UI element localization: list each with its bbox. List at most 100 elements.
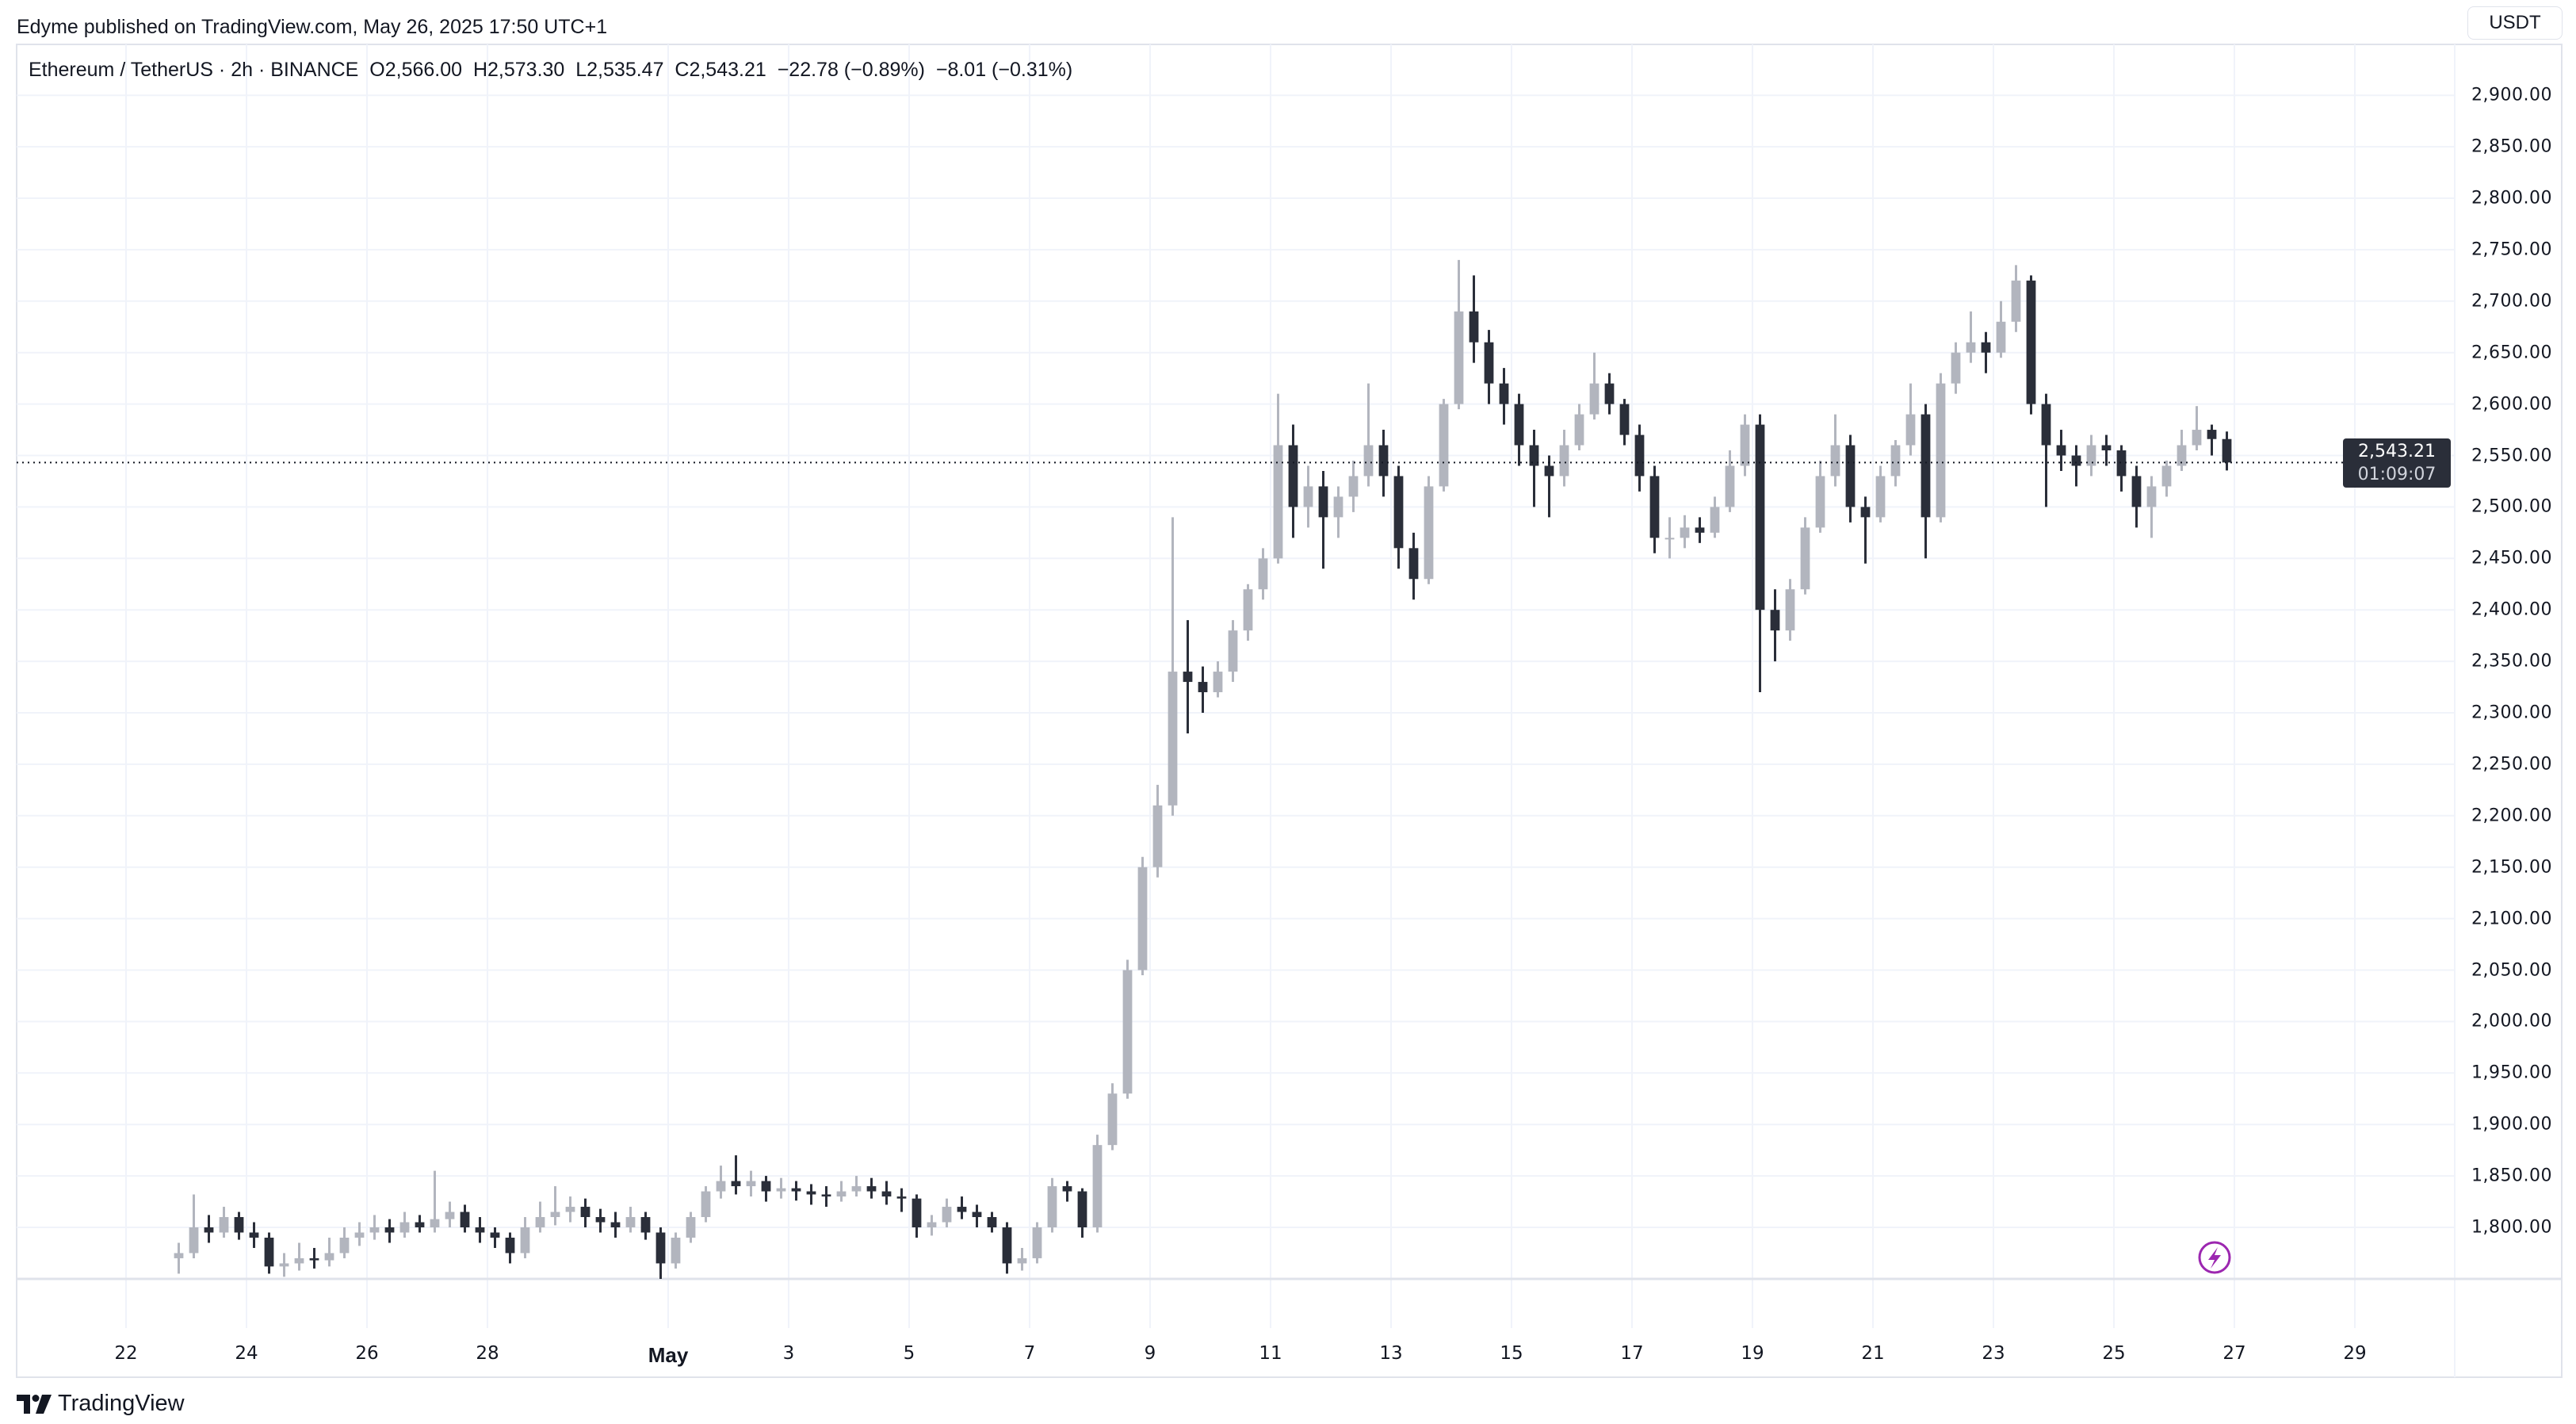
publish-info: Edyme published on TradingView.com, May …: [17, 16, 608, 38]
candle-up: [294, 1242, 304, 1271]
candle-down: [475, 1217, 485, 1243]
candle-body: [430, 1219, 440, 1227]
candle-body: [912, 1198, 922, 1227]
candle-body: [776, 1188, 786, 1192]
candle-down: [1981, 331, 1991, 373]
currency-button[interactable]: USDT: [2467, 6, 2563, 40]
candle-down: [2071, 445, 2081, 487]
candle-body: [1951, 352, 1961, 384]
candle-down: [1604, 373, 1615, 415]
candle-up: [1303, 465, 1313, 528]
candle-body: [1077, 1191, 1087, 1227]
candle-body: [399, 1222, 410, 1233]
time-tick-label: 29: [2343, 1343, 2367, 1364]
candle-down: [1619, 399, 1630, 446]
candle-up: [1680, 515, 1690, 549]
candle-down: [987, 1212, 997, 1233]
candle-up: [1830, 414, 1840, 487]
candle-down: [2041, 393, 2051, 507]
candle-up: [1951, 342, 1961, 394]
price-tick-label: 2,300.00: [2471, 702, 2552, 723]
candle-body: [2026, 280, 2036, 404]
candle-down: [791, 1181, 801, 1201]
candle-up: [701, 1186, 711, 1223]
candle-body: [339, 1237, 350, 1254]
candle-body: [1695, 527, 1705, 533]
time-tick-label: 9: [1144, 1343, 1156, 1364]
candle-body: [655, 1232, 666, 1264]
candle-down: [1318, 470, 1328, 569]
candle-up: [2011, 265, 2021, 332]
candle-body: [1484, 342, 1494, 384]
candle-body: [1936, 383, 1946, 518]
candle-down: [896, 1188, 907, 1212]
price-tick-label: 2,350.00: [2471, 651, 2552, 672]
time-tick-label: 23: [1982, 1343, 2005, 1364]
time-tick-label: 15: [1500, 1343, 1523, 1364]
time-tick-label: 24: [235, 1343, 258, 1364]
candle-body: [580, 1207, 590, 1218]
candles: [174, 259, 2232, 1279]
candle-body: [2131, 476, 2142, 507]
candle-up: [1047, 1177, 1057, 1233]
candle-up: [1258, 548, 1268, 600]
candle-body: [1393, 476, 1404, 549]
price-tick-label: 2,650.00: [2471, 343, 2552, 363]
candle-body: [1860, 507, 1871, 518]
candle-up: [1589, 352, 1599, 420]
candle-body: [731, 1181, 741, 1187]
candle-body: [264, 1237, 274, 1267]
close-value: 2,543.21: [689, 59, 766, 81]
low-value: 2,535.47: [587, 59, 664, 81]
candle-body: [851, 1186, 862, 1192]
candle-body: [2192, 430, 2202, 446]
price-tick-label: 1,900.00: [2471, 1114, 2552, 1135]
candle-body: [1228, 630, 1238, 672]
candle-body: [957, 1207, 967, 1212]
candle-body: [309, 1257, 319, 1261]
candle-body: [1574, 414, 1584, 446]
candle-body: [761, 1181, 771, 1192]
candle-down: [761, 1176, 771, 1202]
candle-up: [1107, 1083, 1118, 1150]
change-secondary-value: −8.01 (−0.31%): [935, 59, 1073, 81]
candle-body: [640, 1217, 651, 1233]
candle-down: [610, 1212, 621, 1238]
candle-body: [2086, 445, 2096, 466]
change-value: −22.78 (−0.89%): [777, 59, 925, 81]
candle-body: [1604, 383, 1615, 404]
candle-body: [1469, 311, 1479, 343]
candle-down: [866, 1177, 877, 1199]
candle-body: [716, 1181, 726, 1192]
candle-body: [1107, 1093, 1118, 1146]
candle-body: [2222, 438, 2232, 463]
alert-lightning-icon[interactable]: [2198, 1241, 2231, 1274]
candle-body: [1589, 383, 1599, 415]
candle-down: [1002, 1222, 1012, 1274]
candle-up: [550, 1186, 560, 1226]
candle-up: [1966, 311, 1976, 363]
candle-body: [1213, 672, 1223, 693]
candle-up: [1890, 440, 1901, 487]
candle-up: [1228, 620, 1238, 683]
candle-body: [2056, 445, 2066, 456]
price-tick-label: 2,200.00: [2471, 806, 2552, 826]
candle-body: [2071, 455, 2081, 466]
symbol-title[interactable]: Ethereum / TetherUS · 2h · BINANCE: [29, 59, 359, 81]
candle-up: [1710, 496, 1720, 538]
time-tick-label: 21: [1861, 1343, 1885, 1364]
candle-body: [1424, 486, 1434, 580]
candle-body: [1273, 445, 1283, 559]
price-tick-label: 2,050.00: [2471, 960, 2552, 980]
candle-up: [836, 1181, 847, 1202]
candle-up: [2192, 406, 2202, 451]
candle-body: [1755, 424, 1765, 611]
price-tick-label: 2,800.00: [2471, 188, 2552, 209]
tradingview-logo[interactable]: TradingView: [17, 1391, 185, 1417]
candle-body: [1439, 404, 1449, 487]
candle-up: [1664, 517, 1675, 559]
candle-body: [1649, 476, 1660, 538]
candle-body: [1363, 445, 1374, 477]
candle-up: [1559, 430, 1569, 487]
